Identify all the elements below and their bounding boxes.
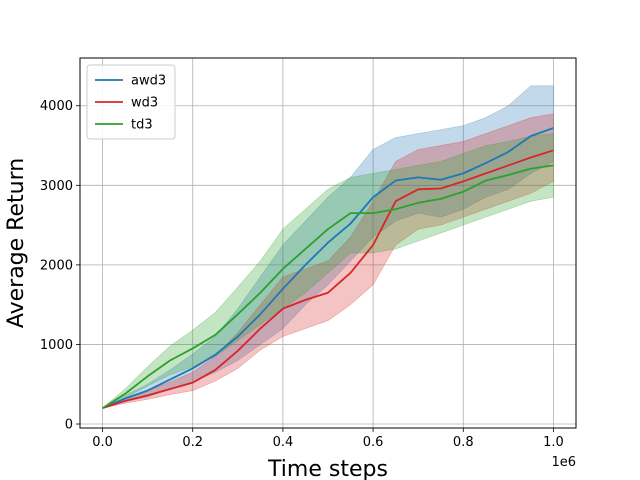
- wd3-line: [102, 149, 554, 409]
- y-tick-label: 2000: [40, 258, 73, 273]
- x-tick-label: 0.6: [363, 435, 384, 450]
- series-lines: [102, 127, 554, 409]
- y-axis-title: Average Return: [4, 158, 29, 328]
- td3-line: [102, 164, 554, 409]
- x-tick-label: 0.0: [92, 435, 113, 450]
- grid: [80, 58, 576, 428]
- x-axis-title: Time steps: [267, 457, 388, 480]
- x-axis-offset-label: 1e6: [551, 455, 576, 470]
- y-tick-label: 0: [65, 418, 73, 433]
- legend-label-awd3: awd3: [131, 74, 166, 89]
- legend-label-td3: td3: [131, 118, 153, 133]
- x-tick-label: 0.2: [182, 435, 203, 450]
- legend-box: [86, 64, 176, 140]
- x-tick-label: 0.8: [453, 435, 474, 450]
- awd3-line: [102, 127, 554, 409]
- x-tick-label: 1.0: [543, 435, 564, 450]
- y-tick-label: 4000: [40, 99, 73, 114]
- plot-frame: [79, 57, 577, 429]
- axis-ticks: 0.0 0.2 0.4 0.6 0.8 1.0 0 1000 2000 3000 4000: [40, 99, 564, 450]
- awd3-band: [102, 85, 554, 409]
- wd3-band: [102, 113, 554, 409]
- legend-label-wd3: wd3: [131, 96, 158, 111]
- y-tick-label: 1000: [40, 338, 73, 353]
- legend: awd3 wd3 td3: [86, 64, 176, 140]
- x-tick-label: 0.4: [273, 435, 294, 450]
- y-tick-label: 3000: [40, 179, 73, 194]
